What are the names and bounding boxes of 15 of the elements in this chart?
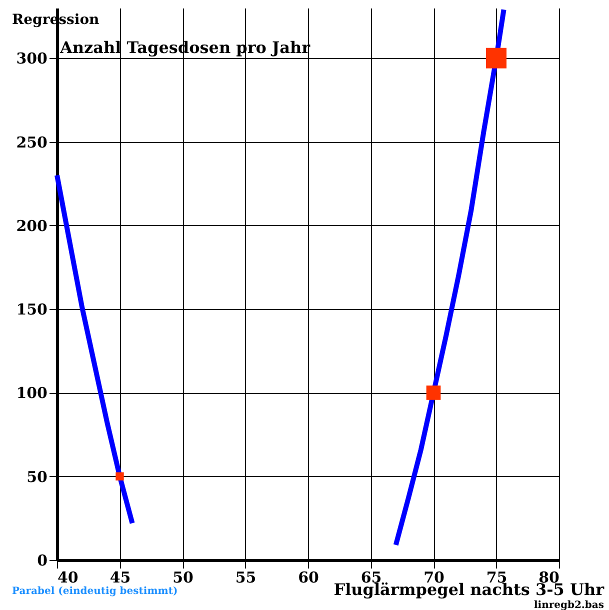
text: Parabel (eindeutig bestimmt) xyxy=(12,586,178,597)
x-tick-label: 45 xyxy=(110,568,131,586)
y-tick-label: 150 xyxy=(16,300,48,319)
x-tick-label: 55 xyxy=(235,568,256,586)
y-tick-label: 0 xyxy=(37,552,48,570)
x-tick-label: 70 xyxy=(424,568,444,586)
y-tick-label: 300 xyxy=(16,50,48,68)
text: linregb2.bas xyxy=(534,600,604,610)
y-tick-label: 200 xyxy=(16,216,48,235)
x-tick-label: 60 xyxy=(298,568,319,586)
y-tick-label: 100 xyxy=(16,384,48,402)
x-tick-label: 50 xyxy=(172,568,194,586)
x-tick-label: 40 xyxy=(58,568,78,586)
y-tick-label: 250 xyxy=(16,133,48,152)
y-tick-label: 50 xyxy=(26,468,48,486)
